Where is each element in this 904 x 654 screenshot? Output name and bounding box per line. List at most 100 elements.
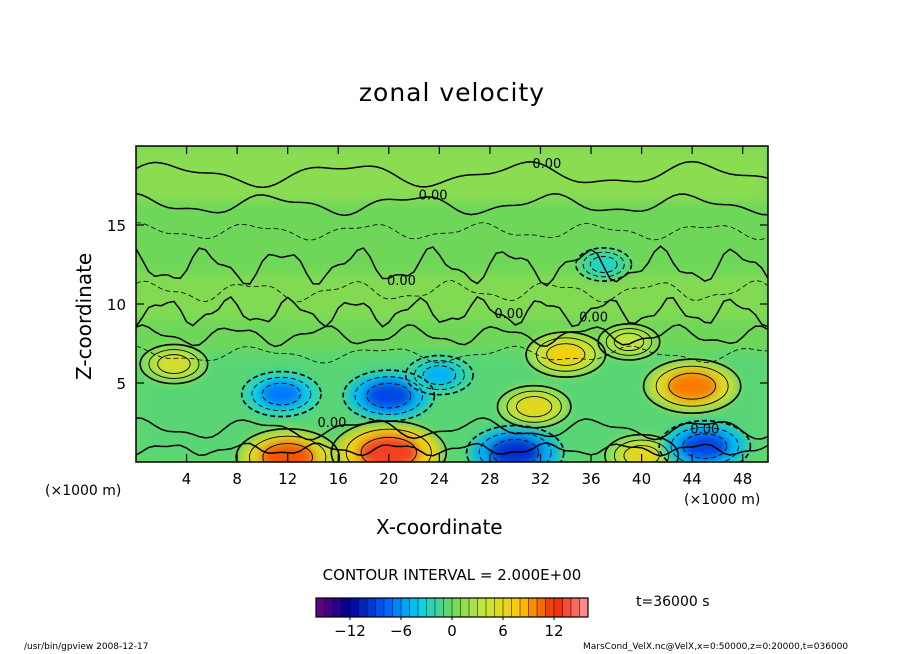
contour-value-label: 0.00 — [532, 157, 561, 172]
zero-contour-line — [136, 417, 768, 441]
contour-value-label: 0.00 — [494, 307, 523, 322]
field-feature — [260, 382, 302, 406]
negative-contour-line — [136, 345, 768, 364]
contour-value-label: 0.00 — [387, 274, 416, 289]
colorbar-cell — [350, 598, 359, 617]
contour-value-label: 0.00 — [419, 189, 448, 204]
x-tick-label: 16 — [329, 470, 348, 488]
field-feature — [490, 438, 541, 462]
upper-band — [136, 146, 768, 202]
colorbar-cell — [545, 598, 555, 617]
x-tick-label: 36 — [581, 470, 600, 488]
feature-contour — [139, 343, 209, 385]
field-feature — [613, 332, 645, 352]
colorbar-cell — [486, 598, 495, 617]
colorbar-cell — [333, 598, 342, 617]
field-feature — [622, 444, 661, 462]
zero-contour-line — [136, 192, 768, 217]
colorbar-tick-label: 0 — [447, 622, 457, 640]
feature-contour — [613, 332, 645, 352]
colorbar-cell — [367, 598, 376, 617]
feature-contour — [546, 343, 586, 366]
colorbar-cell — [435, 598, 444, 617]
feature-contour — [157, 354, 191, 374]
contour-value-label: 0.00 — [317, 416, 346, 431]
chart-title: zonal velocity — [358, 78, 546, 107]
contour-interval-label: CONTOUR INTERVAL = 2.000E+00 — [322, 566, 582, 584]
colorbar-cell — [409, 598, 419, 617]
colorbar-cell — [358, 598, 368, 617]
footer-right-text: MarsCond_VelX.nc@VelX,x=0:50000,z=0:2000… — [583, 642, 849, 652]
feature-contour — [506, 390, 562, 423]
field-feature — [589, 255, 619, 274]
colorbar-cell — [341, 598, 351, 617]
colorbar-cell — [511, 598, 521, 617]
feature-contour — [413, 360, 465, 391]
x-tick-label: 20 — [379, 470, 398, 488]
x-tick-label: 24 — [430, 470, 449, 488]
x-tick-label: 8 — [232, 470, 242, 488]
colorbar-cell — [426, 598, 436, 617]
feature-contour — [582, 251, 625, 278]
field-feature — [156, 353, 192, 375]
feature-contour — [240, 370, 322, 418]
x-tick-label: 48 — [733, 470, 752, 488]
feature-contour — [262, 443, 313, 462]
feature-contour — [404, 354, 474, 396]
colorbar-cell — [562, 598, 572, 617]
feature-contour — [655, 365, 729, 407]
footer-left-text: /usr/bin/gpview 2008-12-17 — [24, 642, 149, 652]
field-feature — [515, 395, 554, 418]
x-unit-label-right: (×1000 m) — [684, 492, 761, 508]
zero-contour-line — [136, 245, 768, 287]
feature-contour — [575, 247, 633, 282]
y-tick-label: 5 — [116, 375, 126, 393]
field-feature — [358, 436, 419, 462]
colorbar-cell — [537, 598, 546, 617]
x-axis-label: X-coordinate — [376, 515, 503, 539]
negative-contour-line — [136, 222, 768, 241]
feature-contour — [682, 433, 728, 459]
zero-contour-line — [136, 296, 768, 328]
field-feature — [681, 432, 729, 460]
feature-contour — [251, 376, 312, 412]
colorbar-cell — [375, 598, 385, 617]
colorbar-cell — [469, 598, 478, 617]
x-tick-label: 40 — [632, 470, 651, 488]
feature-contour — [360, 436, 417, 462]
y-tick-label: 15 — [107, 217, 126, 235]
x-tick-label: 32 — [531, 470, 550, 488]
feature-contour — [148, 349, 200, 379]
colorbar-cell — [324, 598, 334, 617]
colorbar-cell — [571, 598, 580, 617]
feature-contour — [589, 256, 618, 273]
colorbar-cell — [477, 598, 487, 617]
zero-contour-line — [136, 160, 768, 189]
x-tick-label: 4 — [182, 470, 192, 488]
y-tick-label: 10 — [107, 296, 126, 314]
colorbar-cell — [443, 598, 453, 617]
colorbar-cell — [418, 598, 427, 617]
colorbar-tick-label: 12 — [544, 622, 563, 640]
feature-contour — [668, 372, 717, 400]
x-unit-label-left: (×1000 m) — [45, 483, 122, 499]
feature-contour — [516, 396, 553, 418]
x-tick-label: 12 — [278, 470, 297, 488]
x-tick-label: 44 — [683, 470, 702, 488]
colorbar-cell — [316, 598, 325, 617]
field-feature — [545, 342, 587, 367]
feature-contour — [478, 432, 552, 462]
zero-contour-line — [136, 442, 768, 457]
feature-contour — [597, 323, 661, 361]
contour-value-label: 0.00 — [690, 423, 719, 438]
colorbar-cell — [520, 598, 529, 617]
colorbar-cell — [392, 598, 402, 617]
negative-contour-line — [136, 279, 768, 303]
colorbar-cell — [452, 598, 461, 617]
feature-contour — [670, 426, 740, 462]
colorbar-cell — [384, 598, 393, 617]
field-feature — [365, 382, 413, 409]
feature-contour — [605, 328, 653, 356]
colorbar-cell — [401, 598, 410, 617]
